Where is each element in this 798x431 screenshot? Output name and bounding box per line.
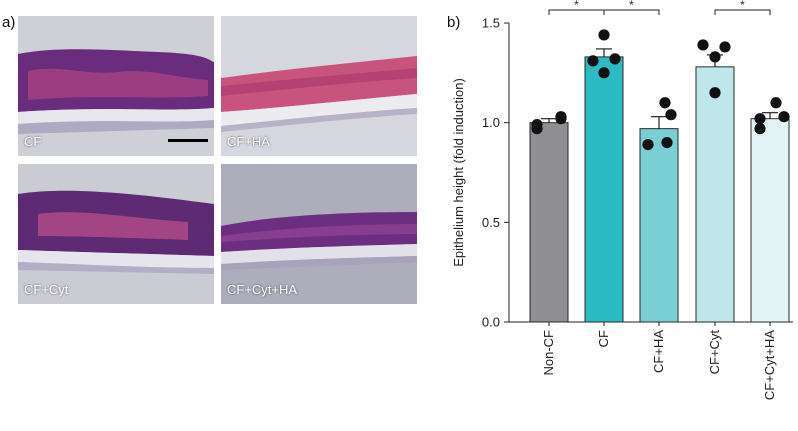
significance-bracket bbox=[714, 9, 771, 15]
micrograph-cf-ha-image bbox=[221, 16, 417, 156]
x-tick-label: CF+Cyt bbox=[707, 330, 722, 375]
bar-cf-cyt bbox=[695, 66, 735, 323]
data-point bbox=[754, 113, 766, 125]
bar-cf-ha bbox=[639, 128, 679, 323]
x-tick-label: CF+Cyt+HA bbox=[762, 330, 777, 400]
micrograph-cf-cyt: CF+Cyt bbox=[18, 164, 214, 304]
data-point bbox=[661, 137, 673, 149]
micrograph-cf-cyt-label: CF+Cyt bbox=[24, 282, 69, 297]
y-tick-label: 0.5 bbox=[482, 215, 500, 230]
data-point bbox=[555, 113, 567, 125]
panel-b-letter: b) bbox=[447, 14, 461, 31]
data-point bbox=[531, 123, 543, 135]
micrograph-cf-cyt-image bbox=[18, 164, 214, 304]
data-point bbox=[598, 67, 610, 79]
micrograph-cf-cyt-ha: CF+Cyt+HA bbox=[221, 164, 417, 304]
y-axis-label: Epithelium height (fold induction) bbox=[451, 78, 466, 267]
data-point bbox=[778, 111, 790, 123]
micrograph-cf-label: CF bbox=[24, 134, 42, 149]
bar-non-cf bbox=[529, 122, 569, 323]
micrograph-cf-cyt-ha-image bbox=[221, 164, 417, 304]
significance-label: * bbox=[740, 0, 745, 12]
significance-label: * bbox=[629, 0, 634, 12]
micrograph-cf-ha: CF+HA bbox=[221, 16, 417, 156]
micrograph-cf-cyt-ha-label: CF+Cyt+HA bbox=[227, 282, 298, 297]
micrograph-cf-ha-label: CF+HA bbox=[227, 134, 270, 149]
data-point bbox=[609, 53, 621, 65]
bar-chart: 0.0 0.5 1.0 1.5 Epithelium height (fold indu… bbox=[451, 0, 793, 400]
scale-bar bbox=[168, 139, 208, 142]
significance-label: * bbox=[574, 0, 579, 12]
data-point bbox=[754, 123, 766, 135]
y-tick-label: 1.5 bbox=[482, 16, 500, 31]
data-point bbox=[709, 87, 721, 99]
bar-cf-cyt-ha bbox=[750, 118, 790, 323]
bar-cf bbox=[584, 56, 624, 323]
data-point bbox=[598, 29, 610, 41]
micrograph-cf-image bbox=[18, 16, 214, 156]
micrograph-cf: CF bbox=[18, 16, 214, 156]
data-point bbox=[709, 51, 721, 63]
data-point bbox=[697, 39, 709, 51]
data-point bbox=[665, 109, 677, 121]
x-tick-label: Non-CF bbox=[541, 330, 556, 376]
panel-a-letter: a) bbox=[2, 14, 16, 31]
x-tick-label: CF+HA bbox=[651, 330, 666, 373]
data-point bbox=[587, 55, 599, 67]
data-point bbox=[642, 138, 654, 151]
significance-bracket bbox=[603, 9, 660, 15]
data-point bbox=[719, 41, 731, 53]
data-point bbox=[770, 97, 782, 109]
data-point bbox=[659, 97, 671, 109]
x-tick-label: CF bbox=[596, 330, 611, 347]
y-tick-label: 1.0 bbox=[482, 115, 500, 130]
y-tick-label: 0.0 bbox=[482, 315, 500, 330]
